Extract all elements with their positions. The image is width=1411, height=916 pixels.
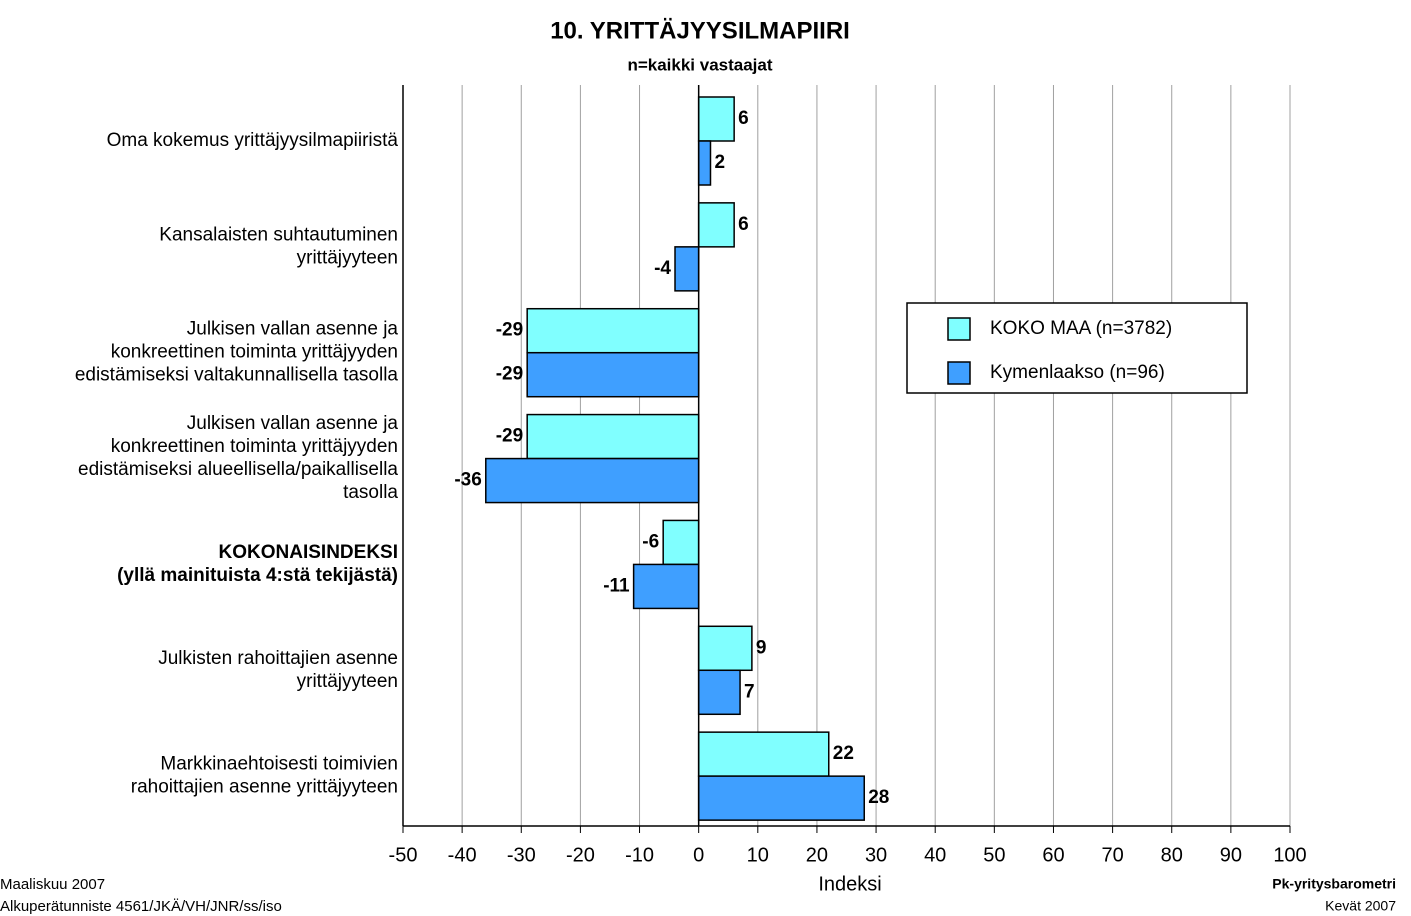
x-tick-label: 70 bbox=[1101, 844, 1123, 866]
bar bbox=[632, 563, 700, 610]
category-label: Markkinaehtoisesti toimivien rahoittajien… bbox=[131, 754, 398, 798]
data-label: -29 bbox=[496, 364, 523, 385]
legend-label: KOKO MAA (n=3782) bbox=[990, 318, 1172, 339]
bar bbox=[697, 202, 735, 248]
category-label: KOKONAISINDEKSI (yllä mainituista 4:stä t… bbox=[117, 542, 398, 586]
bar bbox=[697, 731, 830, 777]
bar bbox=[697, 775, 865, 821]
x-tick-label: 60 bbox=[1042, 844, 1064, 866]
x-tick-label: -20 bbox=[566, 844, 595, 866]
data-label: -6 bbox=[642, 531, 659, 552]
x-tick-label: 50 bbox=[983, 844, 1005, 866]
bar bbox=[526, 307, 700, 354]
category-label: Julkisen vallan asenne ja konkreettinen t… bbox=[75, 319, 399, 386]
data-label: -4 bbox=[654, 258, 671, 279]
footer-right: Pk-yritysbarometri bbox=[1272, 876, 1396, 892]
data-label: 22 bbox=[833, 743, 854, 764]
category-label: Julkisten rahoittajien asenne yrittäjyyte… bbox=[158, 648, 398, 692]
bar bbox=[674, 246, 700, 292]
data-label: 9 bbox=[756, 637, 767, 658]
x-tick-label: 10 bbox=[747, 844, 769, 866]
x-tick-label: 90 bbox=[1220, 844, 1242, 866]
data-label: 28 bbox=[868, 787, 889, 808]
data-label: -36 bbox=[454, 470, 481, 491]
chart-subtitle: n=kaikki vastaajat bbox=[627, 55, 772, 74]
data-label: 6 bbox=[738, 108, 749, 129]
chart-title: 10. YRITTÄJYYSILMAPIIRI bbox=[550, 17, 850, 44]
x-tick-label: 0 bbox=[693, 844, 704, 866]
x-axis-label: Indeksi bbox=[818, 873, 881, 895]
x-tick-label: 100 bbox=[1273, 844, 1306, 866]
bar bbox=[697, 625, 753, 672]
x-tick-label: -30 bbox=[507, 844, 536, 866]
legend-label: Kymenlaakso (n=96) bbox=[990, 362, 1165, 383]
footer-left: Maaliskuu 2007 bbox=[0, 876, 105, 893]
bar bbox=[485, 457, 700, 504]
data-label: -11 bbox=[603, 575, 630, 596]
data-label: 7 bbox=[744, 681, 755, 702]
x-tick-label: 40 bbox=[924, 844, 946, 866]
legend-swatch bbox=[947, 317, 971, 341]
category-label: Kansalaisten suhtautuminen yrittäjyyteen bbox=[159, 224, 398, 268]
data-label: -29 bbox=[496, 320, 523, 341]
x-tick-label: -40 bbox=[448, 844, 477, 866]
bar bbox=[697, 669, 741, 716]
bar bbox=[526, 351, 700, 398]
footer-left: Alkuperätunniste 4561/JKÄ/VH/JNR/ss/iso bbox=[0, 898, 282, 915]
legend-swatch bbox=[947, 361, 971, 385]
data-label: 6 bbox=[738, 214, 749, 235]
x-tick-label: 80 bbox=[1161, 844, 1183, 866]
x-tick-label: -10 bbox=[625, 844, 654, 866]
x-tick-label: 20 bbox=[806, 844, 828, 866]
x-tick-label: -50 bbox=[389, 844, 418, 866]
data-label: 2 bbox=[714, 152, 725, 173]
x-tick-label: 30 bbox=[865, 844, 887, 866]
bar bbox=[697, 140, 712, 186]
category-label: Julkisen vallan asenne ja konkreettinen t… bbox=[78, 413, 398, 503]
footer-right: Kevät 2007 bbox=[1325, 898, 1396, 914]
bar bbox=[526, 413, 700, 460]
bar bbox=[662, 519, 700, 566]
data-label: -29 bbox=[496, 426, 523, 447]
bar bbox=[697, 96, 735, 142]
category-label: Oma kokemus yrittäjyysilmapiiristä bbox=[107, 130, 399, 151]
